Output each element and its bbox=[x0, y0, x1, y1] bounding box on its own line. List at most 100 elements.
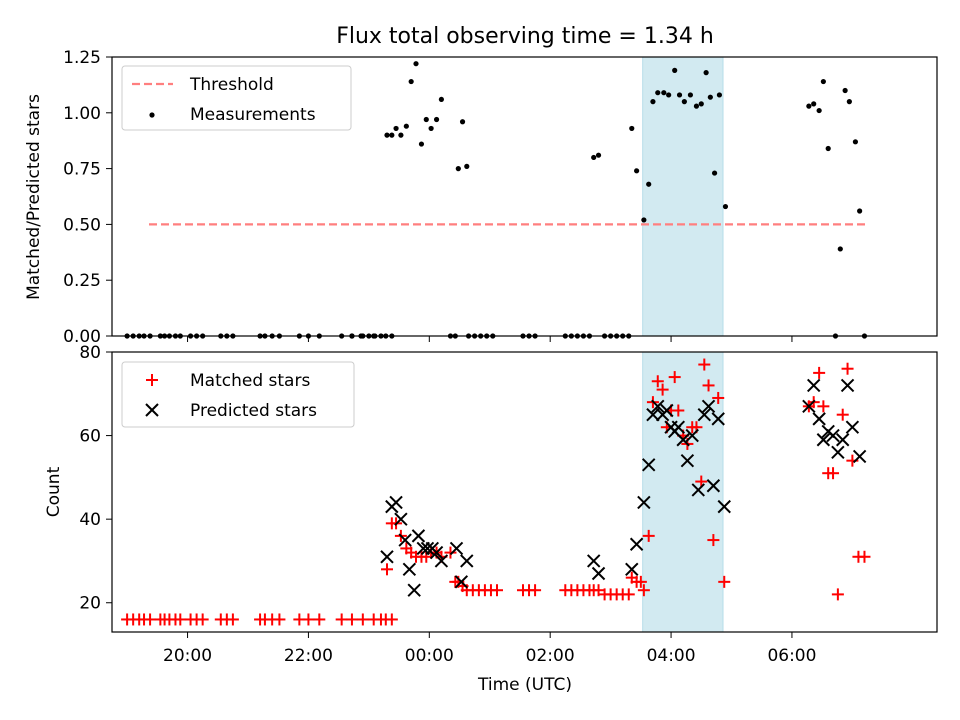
bottom-y-axis-label: Count bbox=[44, 466, 64, 517]
matched-star-marker bbox=[656, 383, 669, 396]
measurement-point bbox=[846, 99, 852, 105]
predicted-star-marker-b bbox=[826, 428, 840, 443]
measurement-point bbox=[393, 125, 399, 132]
measurement-point bbox=[398, 132, 404, 138]
measurement-point bbox=[591, 154, 597, 161]
predicted-star-marker-b bbox=[420, 541, 435, 556]
matched-star-marker bbox=[702, 379, 715, 392]
matched-star-marker bbox=[718, 575, 731, 588]
predicted-star-marker-b bbox=[586, 554, 601, 568]
bottom-legend: Matched stars Predicted stars bbox=[121, 361, 355, 428]
top-y-tick-label: 1.25 bbox=[63, 48, 101, 68]
matched-star-marker bbox=[637, 584, 650, 597]
predicted-star-marker-b bbox=[429, 545, 444, 560]
measurement-point bbox=[676, 92, 683, 98]
top-y-ticks: 0.00 0.25 0.50 0.75 1.00 1.25 bbox=[63, 48, 112, 347]
measurement-point bbox=[816, 107, 822, 114]
matched-star-marker bbox=[592, 584, 605, 597]
predicted-star-marker bbox=[398, 533, 412, 547]
predicted-star-marker bbox=[420, 541, 435, 556]
matched-star-marker bbox=[841, 362, 854, 375]
measurement-point bbox=[852, 139, 859, 145]
predicted-star-marker-b bbox=[641, 458, 656, 472]
top-y-tick-label: 0.75 bbox=[63, 160, 101, 180]
predicted-star-marker-b bbox=[389, 495, 403, 510]
bottom-axes-frame bbox=[111, 351, 938, 633]
measurement-point bbox=[650, 99, 656, 105]
matched-star-marker bbox=[345, 613, 358, 626]
predicted-star-marker-b bbox=[802, 399, 816, 414]
predicted-star-marker bbox=[802, 399, 816, 414]
predicted-star-marker bbox=[380, 550, 394, 564]
predicted-star-marker bbox=[394, 512, 408, 526]
matched-stars-legend-swatch bbox=[146, 374, 158, 386]
measurement-point bbox=[634, 168, 640, 174]
matched-star-marker bbox=[444, 546, 457, 559]
measurement-point bbox=[433, 116, 440, 123]
predicted-star-marker bbox=[454, 575, 469, 589]
matched-star-marker bbox=[196, 613, 209, 626]
measurement-point bbox=[837, 246, 843, 252]
predicted-star-marker-b bbox=[831, 445, 845, 460]
top-legend: Threshold Measurements bbox=[121, 65, 352, 131]
predicted-star-marker-b bbox=[625, 562, 639, 577]
measurement-point bbox=[655, 90, 661, 96]
predicted-star-marker bbox=[591, 566, 606, 581]
top-x-ticks bbox=[187, 336, 793, 342]
predicted-star-marker bbox=[845, 420, 860, 434]
measurement-point bbox=[438, 96, 444, 103]
measurement-point bbox=[698, 101, 704, 107]
top-y-tick-label: 0.50 bbox=[63, 215, 101, 235]
predicted-star-marker-b bbox=[816, 433, 831, 447]
predicted-star-marker bbox=[641, 458, 656, 472]
top-panel: 0.00 0.25 0.50 0.75 1.00 1.25 Flux total obse… bbox=[24, 24, 938, 347]
predicted-star-marker-b bbox=[434, 554, 449, 568]
matched-star-marker bbox=[672, 404, 685, 417]
predicted-star-marker bbox=[389, 495, 403, 510]
x-tick-label: 04:00 bbox=[647, 646, 696, 666]
predicted-star-marker bbox=[685, 428, 699, 443]
predicted-star-marker-b bbox=[836, 433, 850, 447]
legend-label-predicted-stars: Predicted stars bbox=[190, 401, 317, 421]
measurement-point bbox=[716, 92, 723, 98]
measurement-point bbox=[384, 132, 390, 138]
predicted-star-marker bbox=[637, 495, 651, 510]
measurement-point bbox=[646, 181, 652, 187]
predicted-star-marker-b bbox=[671, 420, 686, 434]
matched-star-marker bbox=[273, 613, 286, 626]
predicted-star-marker bbox=[812, 412, 826, 426]
measurement-point bbox=[681, 99, 687, 105]
bottom-legend-box bbox=[121, 361, 355, 428]
predicted-star-marker-b bbox=[629, 537, 644, 551]
predicted-star-marker-b bbox=[840, 378, 855, 393]
measurement-point bbox=[629, 125, 635, 132]
matched-star-marker bbox=[707, 534, 720, 547]
predicted-star-marker bbox=[651, 399, 665, 414]
predicted-star-marker-b bbox=[460, 554, 474, 568]
predicted-star-marker-b bbox=[711, 412, 725, 426]
predicted-star-marker-b bbox=[380, 550, 394, 564]
bottom-marks bbox=[121, 358, 871, 626]
predicted-star-marker-b bbox=[591, 566, 606, 581]
predicted-star-marker bbox=[676, 433, 690, 447]
predicted-star-marker bbox=[706, 479, 721, 493]
matched-star-marker bbox=[634, 575, 647, 588]
measurement-point bbox=[820, 78, 826, 85]
x-tick-label: 06:00 bbox=[767, 646, 816, 666]
measurement-point bbox=[711, 170, 718, 176]
matched-star-marker bbox=[668, 371, 681, 384]
measurement-point bbox=[722, 203, 729, 210]
predicted-star-marker-b bbox=[701, 399, 716, 414]
predicted-star-marker-b bbox=[660, 403, 674, 418]
predicted-star-marker bbox=[434, 554, 449, 568]
predicted-star-marker-b bbox=[646, 407, 660, 422]
predicted-star-marker bbox=[402, 562, 417, 577]
predicted-star-marker bbox=[806, 378, 821, 393]
measurement-point bbox=[806, 103, 812, 109]
measurement-point bbox=[413, 61, 419, 67]
predicted-star-marker bbox=[660, 403, 674, 418]
measurement-point bbox=[389, 132, 395, 138]
predicted-star-marker-b bbox=[676, 433, 690, 447]
predicted-star-marker bbox=[407, 583, 421, 597]
